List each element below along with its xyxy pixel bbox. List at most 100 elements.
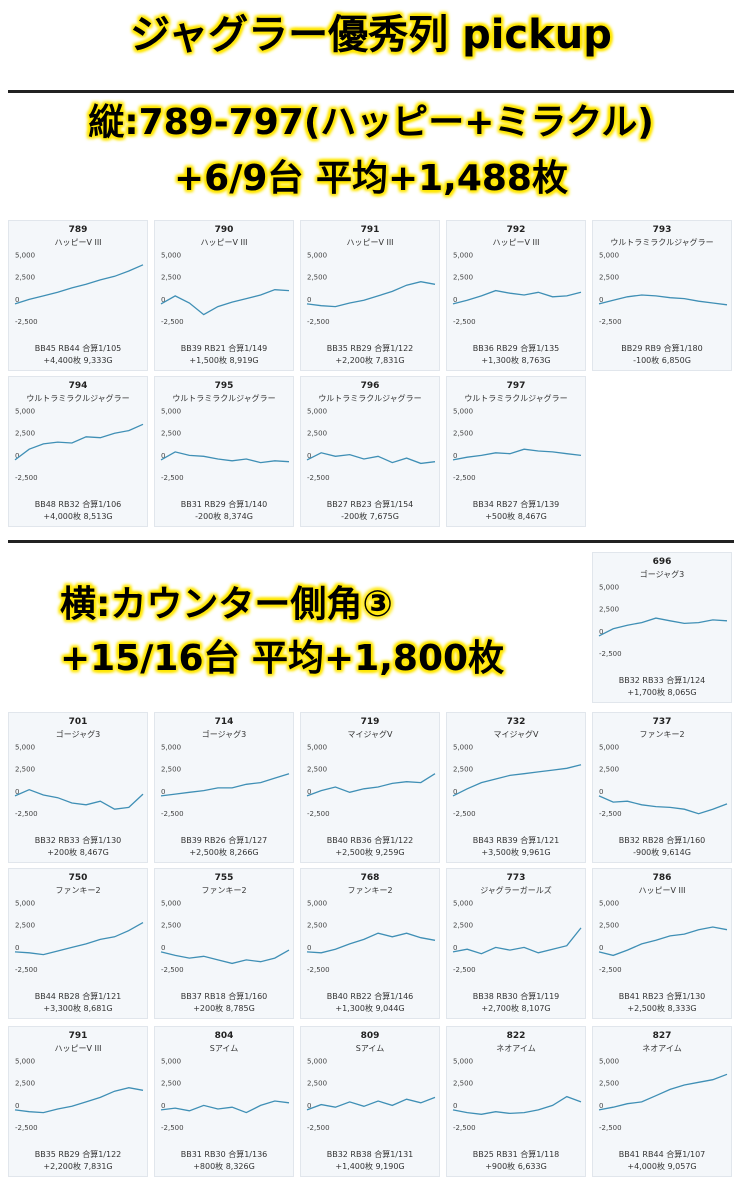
result-stats: +200枚 8,467G (47, 848, 109, 857)
y-tick-label: -2,500 (15, 966, 38, 974)
y-tick-label: 0 (599, 296, 603, 304)
y-tick-label: -2,500 (453, 318, 476, 326)
bonus-stats: BB39 RB26 合算1/127 (180, 836, 268, 845)
machine-number: 773 (506, 873, 526, 883)
y-tick-label: -2,500 (599, 810, 622, 818)
machine-card: 791 ハッピーV III 5,000 2,500 0 -2,500 BB35 RB29 合… (8, 1026, 148, 1177)
series-line (14, 1087, 144, 1114)
result-stats: +2,700枚 8,107G (481, 1004, 551, 1013)
y-tick-label: 0 (15, 452, 19, 460)
series-line (14, 788, 144, 810)
series-line (160, 289, 290, 316)
slump-graph: 5,000 2,500 0 -2,500 (452, 743, 582, 818)
series-line (598, 1073, 728, 1111)
y-tick-label: 0 (453, 788, 457, 796)
bonus-stats: BB43 RB39 合算1/121 (472, 836, 560, 845)
machine-model: ハッピーV III (200, 238, 248, 247)
y-tick-label: 2,500 (307, 766, 327, 774)
machine-model: ゴージャグ3 (55, 730, 101, 739)
y-tick-label: 0 (599, 788, 603, 796)
y-tick-label: 2,500 (307, 922, 327, 930)
y-tick-label: 0 (453, 944, 457, 952)
machine-card: 809 Sアイム 5,000 2,500 0 -2,500 BB32 RB38 合算1/13… (300, 1026, 440, 1177)
machine-model: ハッピーV III (638, 886, 686, 895)
machine-model: ファンキー2 (347, 886, 393, 895)
machine-number: 827 (652, 1031, 672, 1041)
machine-model: ウルトラミラクルジャグラー (318, 394, 422, 403)
machine-card: 804 Sアイム 5,000 2,500 0 -2,500 BB31 RB30 合算1/13… (154, 1026, 294, 1177)
y-tick-label: 0 (453, 452, 457, 460)
machine-number: 797 (506, 381, 526, 391)
series-line (452, 927, 582, 955)
y-tick-label: 2,500 (599, 274, 619, 282)
machine-model: ゴージャグ3 (639, 570, 685, 579)
machine-card: 755 ファンキー2 5,000 2,500 0 -2,500 BB37 RB18 合算1/… (154, 868, 294, 1019)
machine-model: ジャグラーガールズ (480, 886, 552, 895)
y-tick-label: -2,500 (161, 1124, 184, 1132)
y-tick-label: 0 (161, 1102, 165, 1110)
y-tick-label: 2,500 (453, 766, 473, 774)
machine-number: 791 (360, 225, 380, 235)
result-stats: -200枚 8,374G (195, 512, 253, 521)
machine-card: 822 ネオアイム 5,000 2,500 0 -2,500 BB25 RB31 合算1/1… (446, 1026, 586, 1177)
y-tick-label: 0 (15, 944, 19, 952)
machine-number: 786 (652, 873, 672, 883)
machine-card: 768 ファンキー2 5,000 2,500 0 -2,500 BB40 RB22 合算1/… (300, 868, 440, 1019)
series-line (306, 1096, 436, 1111)
machine-card: 827 ネオアイム 5,000 2,500 0 -2,500 BB41 RB44 合算1/1… (592, 1026, 732, 1177)
section1-line1: 縦:789-797(ハッピー+ミラクル) (88, 102, 654, 143)
machine-number: 750 (68, 873, 88, 883)
y-tick-label: 2,500 (599, 1080, 619, 1088)
y-tick-label: 0 (599, 944, 603, 952)
machine-number: 768 (360, 873, 380, 883)
y-tick-label: -2,500 (599, 318, 622, 326)
bonus-stats: BB31 RB29 合算1/140 (180, 500, 268, 509)
y-tick-label: -2,500 (599, 650, 622, 658)
result-stats: +1,300枚 8,763G (481, 356, 551, 365)
bonus-stats: BB35 RB29 合算1/122 (326, 344, 414, 353)
y-tick-label: 2,500 (307, 1080, 327, 1088)
slump-graph: 5,000 2,500 0 -2,500 (598, 899, 728, 974)
series-line (452, 764, 582, 797)
machine-card: 719 マイジャグV 5,000 2,500 0 -2,500 BB40 RB36 合算1/… (300, 712, 440, 863)
y-tick-label: -2,500 (15, 318, 38, 326)
machine-model: マイジャグV (347, 730, 393, 739)
machine-number: 701 (68, 717, 88, 727)
y-tick-label: 0 (307, 296, 311, 304)
y-tick-label: 5,000 (307, 251, 327, 259)
y-tick-label: 0 (307, 788, 311, 796)
y-tick-label: 5,000 (453, 407, 473, 415)
y-tick-label: 2,500 (599, 766, 619, 774)
y-tick-label: 2,500 (15, 430, 35, 438)
y-tick-label: 5,000 (599, 899, 619, 907)
slump-graph: 5,000 2,500 0 -2,500 (598, 743, 728, 818)
machine-model: ハッピーV III (492, 238, 540, 247)
series-line (160, 949, 290, 965)
slump-graph: 5,000 2,500 0 -2,500 (306, 407, 436, 482)
y-tick-label: 5,000 (307, 1057, 327, 1065)
bonus-stats: BB32 RB38 合算1/131 (326, 1150, 414, 1159)
bonus-stats: BB25 RB31 合算1/118 (472, 1150, 560, 1159)
machine-card: 795 ウルトラミラクルジャグラー 5,000 2,500 0 -2,500 BB31 RB… (154, 376, 294, 527)
y-tick-label: 0 (15, 296, 19, 304)
machine-number: 822 (506, 1031, 526, 1041)
machine-card: 792 ハッピーV III 5,000 2,500 0 -2,500 BB36 RB29 合… (446, 220, 586, 371)
slump-graph: 5,000 2,500 0 -2,500 (306, 899, 436, 974)
machine-card: 790 ハッピーV III 5,000 2,500 0 -2,500 BB39 RB21 合… (154, 220, 294, 371)
y-tick-label: 5,000 (453, 899, 473, 907)
result-stats: +1,500枚 8,919G (189, 356, 259, 365)
machine-model: ハッピーV III (54, 1044, 102, 1053)
machine-card: 797 ウルトラミラクルジャグラー 5,000 2,500 0 -2,500 BB34 RB… (446, 376, 586, 527)
machine-card: 794 ウルトラミラクルジャグラー 5,000 2,500 0 -2,500 BB48 RB… (8, 376, 148, 527)
machine-model: ウルトラミラクルジャグラー (26, 394, 130, 403)
machine-card: 737 ファンキー2 5,000 2,500 0 -2,500 BB32 RB28 合算1/… (592, 712, 732, 863)
bonus-stats: BB27 RB23 合算1/154 (326, 500, 414, 509)
y-tick-label: 5,000 (15, 407, 35, 415)
bonus-stats: BB41 RB44 合算1/107 (618, 1150, 706, 1159)
machine-model: ファンキー2 (639, 730, 685, 739)
slump-graph: 5,000 2,500 0 -2,500 (160, 407, 290, 482)
bonus-stats: BB44 RB28 合算1/121 (34, 992, 122, 1001)
result-stats: +2,500枚 8,333G (627, 1004, 697, 1013)
y-tick-label: 5,000 (453, 743, 473, 751)
series-line (14, 922, 144, 956)
